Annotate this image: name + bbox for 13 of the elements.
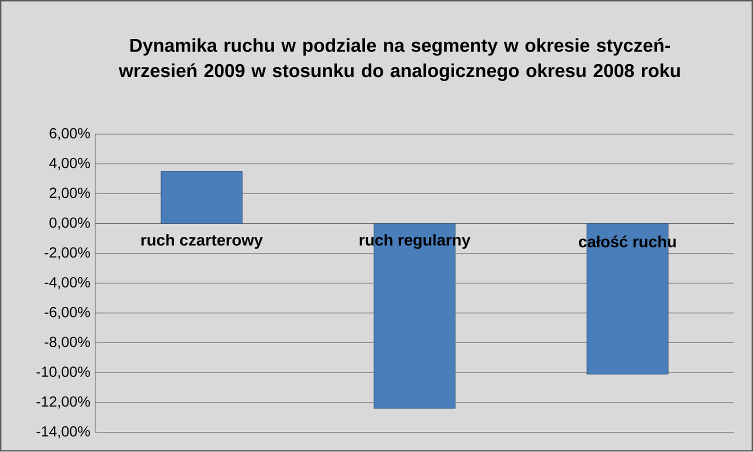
y-tick-label: -4,00% [44,277,90,290]
y-tick-label: 6,00% [50,128,90,140]
y-tick-label: -12,00% [36,396,90,409]
y-tick-label: 2,00% [50,188,90,200]
chart-title: Dynamika ruchu w podziale na segmenty w okresie styczeń-wrzesień 2009 w stosunku do analogicznego okresu 2008 roku [118,38,680,82]
y-tick-label: -8,00% [44,336,90,350]
y-tick-label: 4,00% [49,158,90,170]
x-tick-label: ruch czarterowy [141,234,263,250]
y-tick-label: -6,00% [44,307,90,320]
y-tick-label: -14,00% [36,426,90,439]
y-tick-label: -2,00% [44,248,90,260]
y-tick-label: 0,00% [50,218,90,230]
y-tick-label: -10,00% [36,366,90,379]
